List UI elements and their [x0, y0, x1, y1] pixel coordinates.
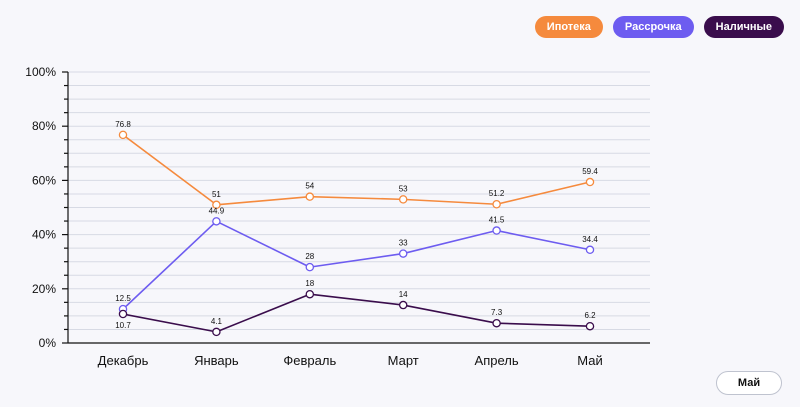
data-point: [305, 262, 315, 272]
series-line: [122, 293, 591, 333]
data-point: [492, 199, 501, 209]
data-label: 28: [305, 252, 314, 261]
data-point: [118, 309, 128, 319]
y-tick-label: 0%: [39, 336, 57, 350]
month-filter-button[interactable]: Май: [716, 371, 782, 395]
data-label: 10.7: [115, 321, 131, 330]
data-label: 34.4: [582, 235, 598, 244]
data-point: [398, 300, 408, 310]
data-label: 41.5: [489, 216, 505, 225]
data-point: [398, 249, 408, 258]
series-line: [122, 220, 591, 310]
data-label: 59.4: [582, 167, 598, 176]
data-label: 14: [399, 290, 408, 299]
y-tick-label: 100%: [25, 65, 56, 79]
data-label: 53: [399, 184, 408, 193]
data-point: [212, 217, 221, 226]
x-tick-label: Май: [577, 353, 602, 368]
data-point: [118, 130, 128, 140]
data-label: 18: [305, 279, 314, 288]
y-tick-label: 60%: [32, 173, 56, 187]
legend-item-cash[interactable]: Наличные: [703, 16, 784, 38]
data-label: 4.1: [211, 317, 223, 326]
data-point: [305, 289, 315, 299]
data-label: 54: [305, 182, 314, 191]
data-point: [585, 245, 595, 255]
legend-item-installment[interactable]: Рассрочка: [612, 16, 694, 38]
data-label: 51.2: [489, 189, 505, 198]
legend: Ипотека Рассрочка Наличные: [534, 16, 784, 38]
data-label: 76.8: [115, 120, 131, 129]
data-label: 12.5: [115, 294, 131, 303]
x-tick-label: Февраль: [283, 353, 336, 368]
y-tick-label: 80%: [32, 119, 56, 133]
data-point: [212, 327, 221, 337]
series-line: [122, 134, 591, 206]
data-point: [305, 192, 315, 201]
data-point: [212, 200, 221, 210]
data-label: 7.3: [491, 308, 503, 317]
data-point: [585, 177, 595, 187]
x-tick-label: Декабрь: [98, 353, 149, 368]
data-label: 33: [399, 239, 408, 248]
data-label: 6.2: [584, 311, 596, 320]
legend-item-mortgage[interactable]: Ипотека: [534, 16, 603, 38]
y-tick-label: 40%: [32, 228, 56, 242]
data-label: 44.9: [209, 206, 225, 215]
x-tick-label: Март: [388, 353, 419, 368]
data-point: [492, 226, 501, 235]
x-tick-label: Апрель: [475, 353, 519, 368]
data-point: [398, 195, 408, 204]
data-label: 51: [212, 190, 221, 199]
y-tick-label: 20%: [32, 282, 56, 296]
data-point: [492, 318, 501, 328]
x-tick-label: Январь: [194, 353, 239, 368]
data-point: [585, 321, 595, 331]
